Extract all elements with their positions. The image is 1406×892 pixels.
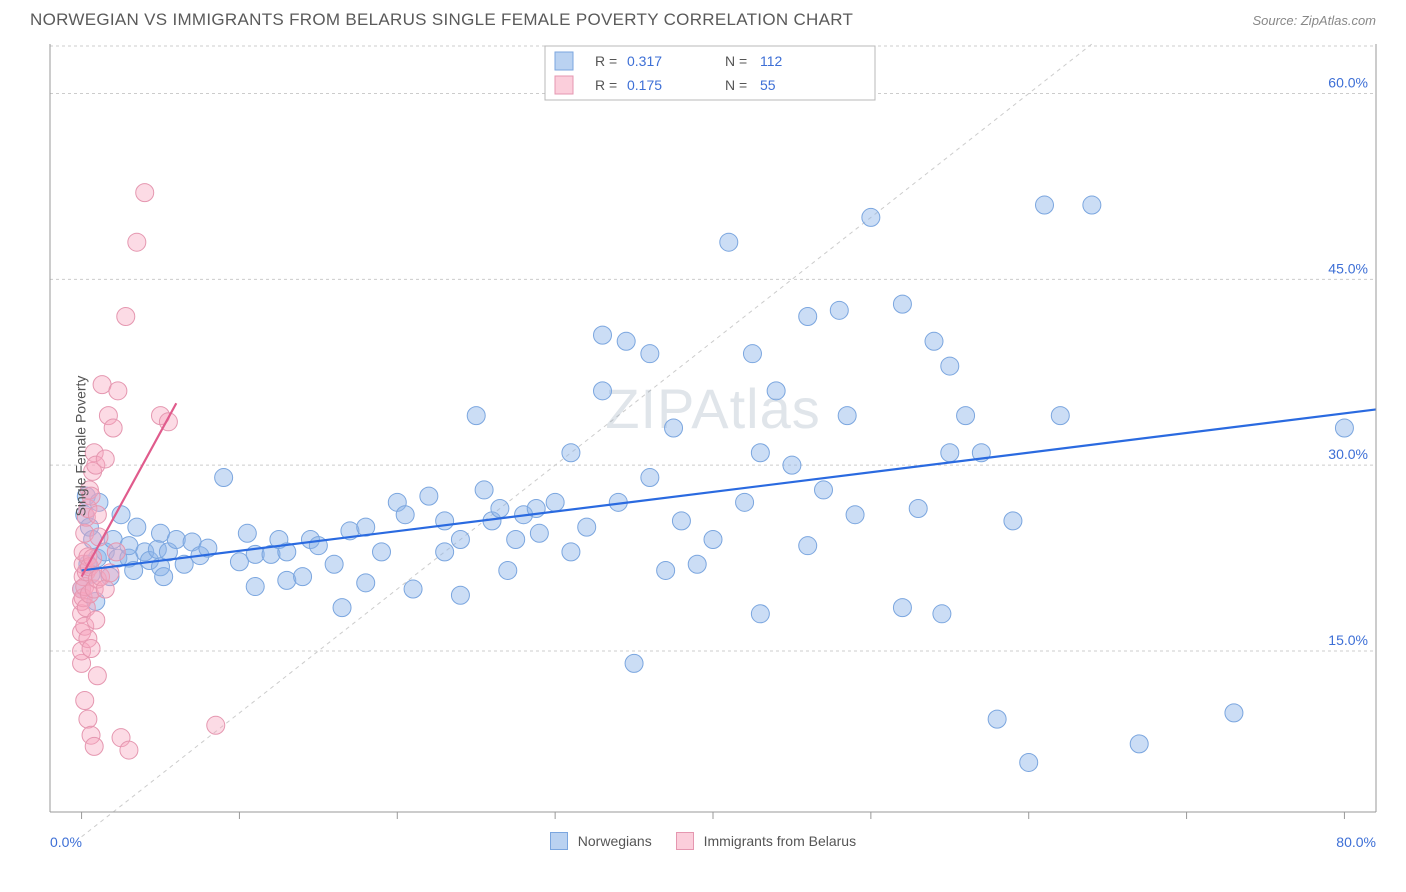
svg-text:ZIPAtlas: ZIPAtlas	[605, 377, 820, 440]
legend-swatch-pink	[676, 832, 694, 850]
svg-text:55: 55	[760, 77, 776, 93]
legend-item-norwegians: Norwegians	[550, 832, 652, 850]
svg-text:112: 112	[760, 53, 783, 69]
svg-text:0.175: 0.175	[627, 77, 662, 93]
series-legend: Norwegians Immigrants from Belarus	[0, 832, 1406, 850]
source-credit: Source: ZipAtlas.com	[1252, 13, 1376, 28]
scatter-chart: 15.0% 30.0% 45.0% 60.0% ZIPAtlas R = 0.317 N = 1…	[0, 36, 1406, 856]
svg-text:R =: R =	[595, 53, 617, 69]
svg-text:R =: R =	[595, 77, 617, 93]
chart-container: Single Female Poverty 15.0% 30.0% 45.0% 60.…	[0, 36, 1406, 856]
chart-title: NORWEGIAN VS IMMIGRANTS FROM BELARUS SIN…	[30, 10, 853, 30]
legend-label: Immigrants from Belarus	[704, 833, 856, 849]
legend-label: Norwegians	[578, 833, 652, 849]
svg-text:15.0%: 15.0%	[1328, 632, 1368, 648]
legend-swatch-blue	[550, 832, 568, 850]
svg-text:30.0%: 30.0%	[1328, 446, 1368, 462]
svg-text:60.0%: 60.0%	[1328, 75, 1368, 91]
svg-text:N =: N =	[725, 77, 747, 93]
svg-text:N =: N =	[725, 53, 747, 69]
legend-item-belarus: Immigrants from Belarus	[676, 832, 856, 850]
header: NORWEGIAN VS IMMIGRANTS FROM BELARUS SIN…	[0, 0, 1406, 36]
y-axis-label: Single Female Poverty	[72, 376, 88, 517]
svg-text:0.317: 0.317	[627, 53, 662, 69]
svg-text:45.0%: 45.0%	[1328, 260, 1368, 276]
